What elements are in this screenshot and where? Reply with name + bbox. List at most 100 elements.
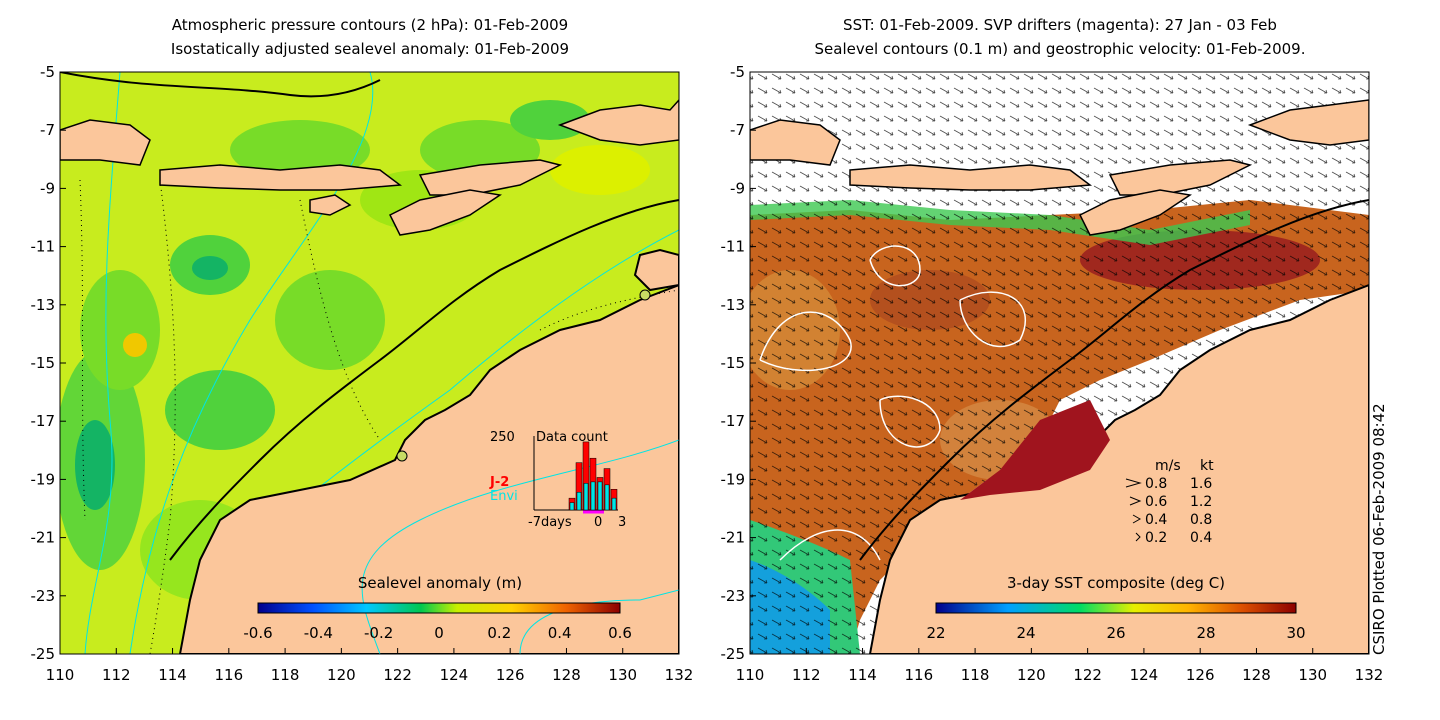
x-tick-label: 128 [1242,666,1271,684]
colorbar-tick-label: 28 [1196,624,1215,642]
sla-colorbar-ticks: -0.6 -0.4 -0.2 0 0.2 0.4 0.6 [243,624,632,642]
inset-xlabel-end: 3 [618,515,626,530]
x-tick-label: 114 [158,666,187,684]
colorbar-tick-label: -0.2 [364,624,393,642]
x-tick-label: 130 [1298,666,1327,684]
y-tick-label: -17 [721,412,746,430]
x-tick-label: 116 [904,666,933,684]
sst-colorbar [935,602,1297,614]
y-tick-label: -11 [31,238,56,256]
y-tick-label: -7 [40,121,55,139]
colorbar-tick-label: 24 [1016,624,1035,642]
right-title-line1: SST: 01-Feb-2009. SVP drifters (magenta)… [843,16,1277,34]
y-tick-label: -23 [31,587,56,605]
colorbar-tick-label: 0.6 [608,624,632,642]
australia-land [178,283,679,654]
inset-xlabel-zero: 0 [594,515,602,530]
y-tick-label: -9 [730,179,745,197]
speed-arrow-icon [1125,478,1142,488]
colorbar-tick-label: 0 [434,624,444,642]
x-tick-label: 128 [552,666,581,684]
y-tick-label: -17 [31,412,56,430]
y-tick-label: -13 [31,296,56,314]
y-tick-label: -19 [721,470,746,488]
x-tick-label: 124 [1130,666,1159,684]
colorbar-tick-label: 26 [1106,624,1125,642]
sla-colorbar [257,602,621,614]
right-title-line2: Sealevel contours (0.1 m) and geostrophi… [814,40,1306,58]
y-tick-label: -5 [40,63,55,81]
speed-arrow-icon [1135,532,1141,542]
left-axes: 110 112 114 116 118 120 122 124 126 128 130 132 -5 -7… [31,63,694,684]
speed-kt-value: 0.4 [1190,530,1212,546]
speed-ms-value: 0.4 [1145,512,1167,528]
speed-ms-value: 0.8 [1145,476,1167,492]
x-tick-label: 112 [102,666,131,684]
y-tick-label: -21 [721,529,746,547]
speed-legend-rows: 0.8 1.6 0.6 1.2 0.4 0.8 0.2 0.4 [1125,476,1212,546]
y-tick-label: -7 [730,121,745,139]
inset-ymax: 250 [490,430,515,445]
y-tick-label: -11 [721,238,746,256]
inset-bar-envi [611,497,617,511]
x-tick-label: 132 [665,666,694,684]
inset-bar-envi [569,502,575,511]
speed-arrow-icon [1132,514,1142,524]
x-tick-label: 122 [383,666,412,684]
x-tick-label: 120 [1017,666,1046,684]
right-map [750,72,1369,654]
y-tick-label: -15 [31,354,56,372]
colorbar-tick-label: 0.4 [548,624,572,642]
left-title-line2: Isostatically adjusted sealevel anomaly:… [170,40,570,58]
java-land [60,119,151,166]
legend-envi: Envi [490,489,518,504]
right-axes: 110 112 114 116 118 120 122 124 126 128 130 132 -5 -7… [721,63,1384,684]
inset-xlabel-start: -7days [528,515,572,530]
colorbar-tick-label: 22 [926,624,945,642]
x-tick-label: 112 [792,666,821,684]
legend-j2: J-2 [489,475,509,490]
speed-ms-value: 0.6 [1145,494,1167,510]
x-tick-label: 126 [1186,666,1215,684]
speed-kt-value: 1.6 [1190,476,1212,492]
inset-bar-envi [576,491,582,511]
speed-kt-value: 0.8 [1190,512,1212,528]
y-tick-label: -13 [721,296,746,314]
y-tick-label: -19 [31,470,56,488]
inset-bar-envi [597,481,603,511]
sst-colorbar-ticks: 22 24 26 28 30 [926,624,1305,642]
left-title-line1: Atmospheric pressure contours (2 hPa): 0… [171,16,569,34]
sst-colorbar-label: 3-day SST composite (deg C) [1007,574,1225,592]
y-tick-label: -5 [730,63,745,81]
left-map [60,72,679,654]
inset-bar-envi [590,481,596,511]
colorbar-tick-label: -0.6 [243,624,272,642]
sla-colorbar-label: Sealevel anomaly (m) [358,574,522,592]
inset-title: Data count [536,430,608,445]
y-tick-label: -15 [721,354,746,372]
y-tick-label: -25 [721,645,746,663]
x-tick-label: 110 [46,666,75,684]
x-tick-label: 118 [961,666,990,684]
colorbar-tick-label: 0.2 [487,624,511,642]
speed-ms-value: 0.2 [1145,530,1167,546]
y-tick-label: -9 [40,179,55,197]
y-tick-label: -23 [721,587,746,605]
y-tick-label: -25 [31,645,56,663]
inset-bar-envi [604,484,610,511]
colorbar-tick-label: 30 [1286,624,1305,642]
x-tick-label: 110 [736,666,765,684]
inset-bar-envi [583,483,589,511]
x-tick-label: 124 [440,666,469,684]
x-tick-label: 116 [214,666,243,684]
x-tick-label: 122 [1073,666,1102,684]
speed-legend-kt-header: kt [1200,458,1214,474]
x-tick-label: 118 [271,666,300,684]
speed-legend-ms-header: m/s [1155,458,1181,474]
speed-kt-value: 1.2 [1190,494,1212,510]
y-tick-label: -21 [31,529,56,547]
speed-arrow-icon [1129,496,1142,506]
x-tick-label: 130 [608,666,637,684]
data-count-inset [533,436,618,514]
